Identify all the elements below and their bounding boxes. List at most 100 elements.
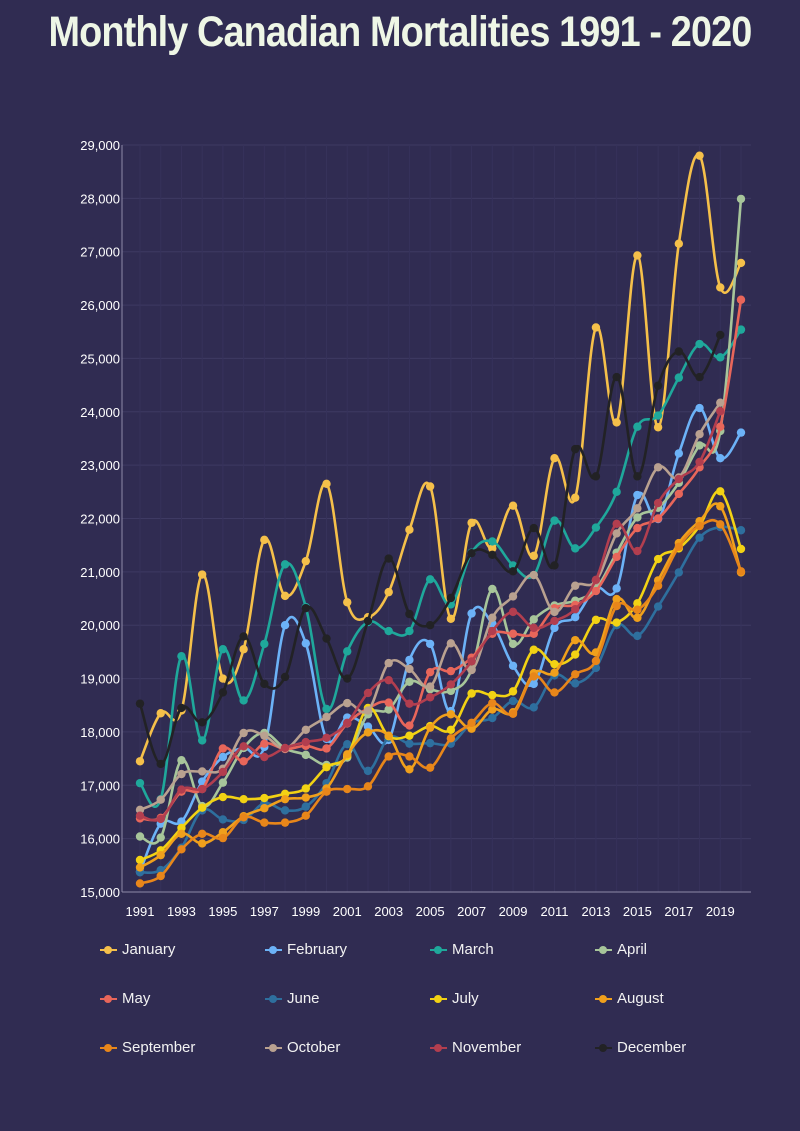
- point-august: [197, 839, 207, 848]
- point-july: [260, 793, 269, 803]
- x-tick-label: 2019: [706, 904, 735, 919]
- x-tick-label: 2013: [581, 904, 610, 919]
- point-may: [612, 552, 621, 562]
- point-december: [612, 372, 621, 382]
- point-june: [425, 738, 435, 748]
- point-february: [405, 655, 414, 665]
- point-august: [280, 794, 290, 804]
- x-tick-label: 1999: [291, 904, 320, 919]
- point-august: [446, 710, 456, 719]
- point-november: [405, 699, 414, 708]
- point-january: [612, 418, 621, 427]
- y-tick-label: 16,000: [80, 832, 120, 847]
- point-march: [135, 778, 145, 788]
- x-tick-label: 2009: [499, 904, 528, 919]
- point-december: [135, 699, 145, 708]
- point-february: [550, 623, 559, 633]
- point-october: [425, 682, 435, 691]
- x-tick-label: 2017: [664, 904, 693, 919]
- legend-marker-june: [265, 993, 282, 1005]
- point-february: [736, 428, 746, 437]
- point-may: [716, 422, 725, 431]
- legend-marker-october: [265, 1042, 282, 1054]
- point-april: [218, 778, 228, 787]
- x-tick-label: 2001: [333, 904, 362, 919]
- point-august: [135, 863, 145, 872]
- point-december: [529, 523, 538, 533]
- point-february: [508, 661, 518, 670]
- point-march: [488, 537, 497, 546]
- point-october: [633, 504, 642, 513]
- legend-label: June: [287, 990, 320, 1007]
- point-may: [674, 489, 684, 499]
- legend-item-june[interactable]: June: [265, 989, 430, 1008]
- point-september: [736, 567, 746, 576]
- legend-item-july[interactable]: July: [430, 989, 595, 1008]
- point-april: [135, 832, 145, 841]
- point-february: [301, 639, 310, 648]
- chart-title: Monthly Canadian Mortalities 1991 - 2020: [48, 8, 753, 56]
- point-july: [322, 762, 331, 772]
- legend-item-may[interactable]: May: [100, 989, 265, 1008]
- point-march: [550, 516, 559, 525]
- legend-label: May: [122, 990, 151, 1007]
- legend-label: July: [452, 990, 479, 1007]
- point-march: [653, 411, 663, 420]
- legend-item-november[interactable]: November: [430, 1038, 595, 1057]
- legend-item-december[interactable]: December: [595, 1038, 760, 1057]
- point-september: [425, 763, 435, 772]
- series-line-december: [138, 334, 722, 766]
- x-tick-label: 2003: [374, 904, 403, 919]
- legend-item-august[interactable]: August: [595, 989, 760, 1008]
- legend-item-march[interactable]: March: [430, 940, 595, 959]
- point-november: [343, 718, 352, 728]
- legend-item-january[interactable]: January: [100, 940, 265, 959]
- legend-item-february[interactable]: February: [265, 940, 430, 959]
- point-may: [218, 744, 228, 753]
- point-july: [571, 650, 580, 659]
- point-march: [197, 736, 207, 745]
- point-august: [156, 850, 165, 860]
- point-july: [218, 792, 228, 802]
- point-december: [280, 672, 290, 682]
- point-december: [301, 603, 310, 613]
- legend-marker-february: [265, 944, 282, 956]
- point-november: [218, 767, 228, 777]
- point-november: [280, 743, 290, 753]
- point-july: [508, 687, 518, 696]
- point-october: [508, 592, 518, 601]
- point-november: [716, 407, 725, 416]
- point-january: [550, 454, 559, 463]
- point-march: [260, 639, 269, 649]
- point-december: [177, 703, 186, 713]
- legend-item-october[interactable]: October: [265, 1038, 430, 1057]
- point-august: [405, 765, 414, 774]
- point-september: [218, 833, 228, 843]
- point-december: [363, 616, 373, 626]
- point-october: [488, 613, 497, 622]
- point-november: [633, 546, 642, 556]
- legend-marker-april: [595, 944, 612, 956]
- point-february: [571, 613, 580, 622]
- point-january: [591, 323, 601, 332]
- series-line-june: [139, 525, 742, 875]
- point-december: [239, 632, 248, 641]
- point-august: [716, 502, 725, 511]
- point-october: [156, 795, 165, 804]
- point-june: [405, 739, 414, 748]
- point-may: [239, 757, 248, 766]
- y-tick-label: 28,000: [80, 191, 120, 206]
- point-july: [467, 689, 476, 698]
- legend-label: February: [287, 941, 348, 958]
- point-august: [488, 705, 497, 714]
- legend-item-september[interactable]: September: [100, 1038, 265, 1057]
- legend-item-april[interactable]: April: [595, 940, 760, 959]
- point-march: [322, 704, 331, 714]
- point-october: [446, 639, 456, 648]
- point-october: [260, 731, 269, 740]
- y-tick-label: 21,000: [80, 565, 120, 580]
- point-march: [612, 487, 621, 497]
- point-november: [674, 474, 684, 484]
- point-november: [177, 785, 186, 794]
- point-november: [384, 675, 393, 685]
